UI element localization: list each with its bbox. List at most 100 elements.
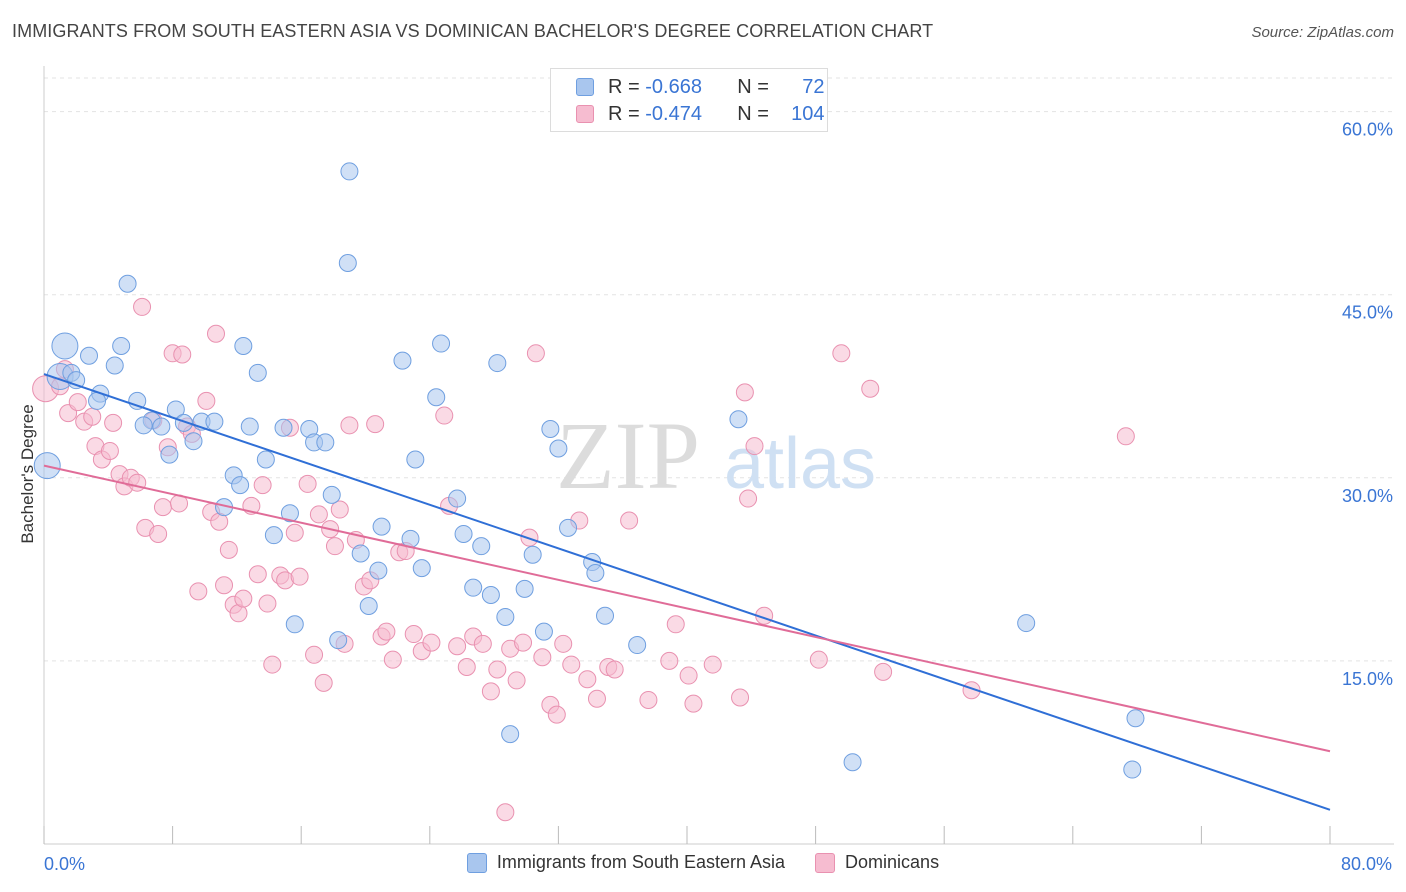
dominican-point [298,474,317,493]
dominican-point [861,379,880,398]
sea-point [322,485,341,504]
sea-point [523,545,542,564]
legend-r-value: -0.668 [645,75,702,98]
sea-point [105,356,124,375]
dominican-point [68,393,87,412]
dominican-point [173,345,192,364]
dominican-point [809,650,828,669]
dominican-point [533,648,552,667]
dominican-point [457,658,476,677]
sea-point [1126,709,1145,728]
dominican-point [587,689,606,708]
dominican-point [383,650,402,669]
dominican-point [189,582,208,601]
legend-label-sea: Immigrants from South Eastern Asia [496,852,786,872]
sea-point [427,388,446,407]
legend-r-label: R = [608,102,640,125]
dominican-point [285,523,304,542]
dominican-point [562,655,581,674]
dominican-point [507,671,526,690]
sea-point [256,450,275,469]
dominican-point [234,589,253,608]
legend-item-sea[interactable]: Immigrants from South Eastern Asia [466,852,786,873]
legend-swatch-blue [576,78,594,96]
sea-point [240,417,259,436]
sea-point [496,607,515,626]
dominican-point [514,633,533,652]
sea-point [534,622,553,641]
legend-n-value: 104 [791,102,825,125]
dominican-point [253,476,272,495]
sea-point [372,517,391,536]
sea-point [80,346,99,365]
sea-point [274,418,293,437]
dominican-point [366,415,385,434]
legend-r-label: R = [608,75,640,98]
dominican-point [422,633,441,652]
dominican-point [578,670,597,689]
watermark-zip: ZIP [556,402,700,509]
dominican-point [305,645,324,664]
sea-point [472,537,491,556]
dominican-point [496,803,515,822]
legend-swatch-pink [815,852,836,873]
sea-point [280,504,299,523]
dominican-point [731,688,750,707]
sea-point [205,412,224,431]
dominican-point [197,391,216,410]
sea-point [448,489,467,508]
sea-point [549,439,568,458]
dominican-point [735,383,754,402]
dominican-point [133,297,152,316]
dominican-point [745,437,764,456]
sea-point [541,419,560,438]
dominican-point [215,576,234,595]
dominican-point [258,594,277,613]
dominican-point [404,625,423,644]
sea-point [285,615,304,634]
dominican-point [832,344,851,363]
sea-point [481,585,500,604]
dominicans-points [32,297,1135,822]
y-tick-label: 30.0% [1342,486,1393,506]
legend-label-dominicans: Dominicans [845,852,940,872]
legend-n-label: N = [737,102,769,125]
sea-point [231,476,250,495]
sea-point [393,351,412,370]
sea-trend-line [43,373,1331,811]
dominican-point [219,540,238,559]
dominican-point [325,537,344,556]
trend-lines [43,373,1331,811]
legend-swatch-pink [576,105,594,123]
sea-point [596,606,615,625]
legend-item-dominicans[interactable]: Dominicans [815,852,939,873]
legend-swatch-blue [466,852,487,873]
legend-n-label: N = [737,75,769,98]
chart-title: IMMIGRANTS FROM SOUTH EASTERN ASIA VS DO… [12,21,934,41]
dominican-point [149,524,168,543]
y-tick-label: 15.0% [1342,669,1393,689]
dominican-point [547,705,566,724]
dominican-point [435,406,454,425]
x-tick-label-min: 0.0% [44,854,85,874]
sea-point [369,561,388,580]
sea-point [160,445,179,464]
grid-lines [44,77,1394,662]
dominican-point [554,634,573,653]
dominican-point [153,498,172,517]
sea-point [316,433,335,452]
sea-point [501,725,520,744]
dominican-point [290,567,309,586]
dominican-point [703,655,722,674]
sea-point [112,336,131,355]
dominican-point [679,666,698,685]
dominican-point [605,660,624,679]
legend-n-value: 72 [802,75,825,98]
dominican-point [660,651,679,670]
sea-point [432,334,451,353]
sea-point [338,253,357,272]
sea-point [1017,614,1036,633]
sea-point [406,450,425,469]
legend-row-dominicans: R = -0.474 N = 104 [551,100,825,128]
